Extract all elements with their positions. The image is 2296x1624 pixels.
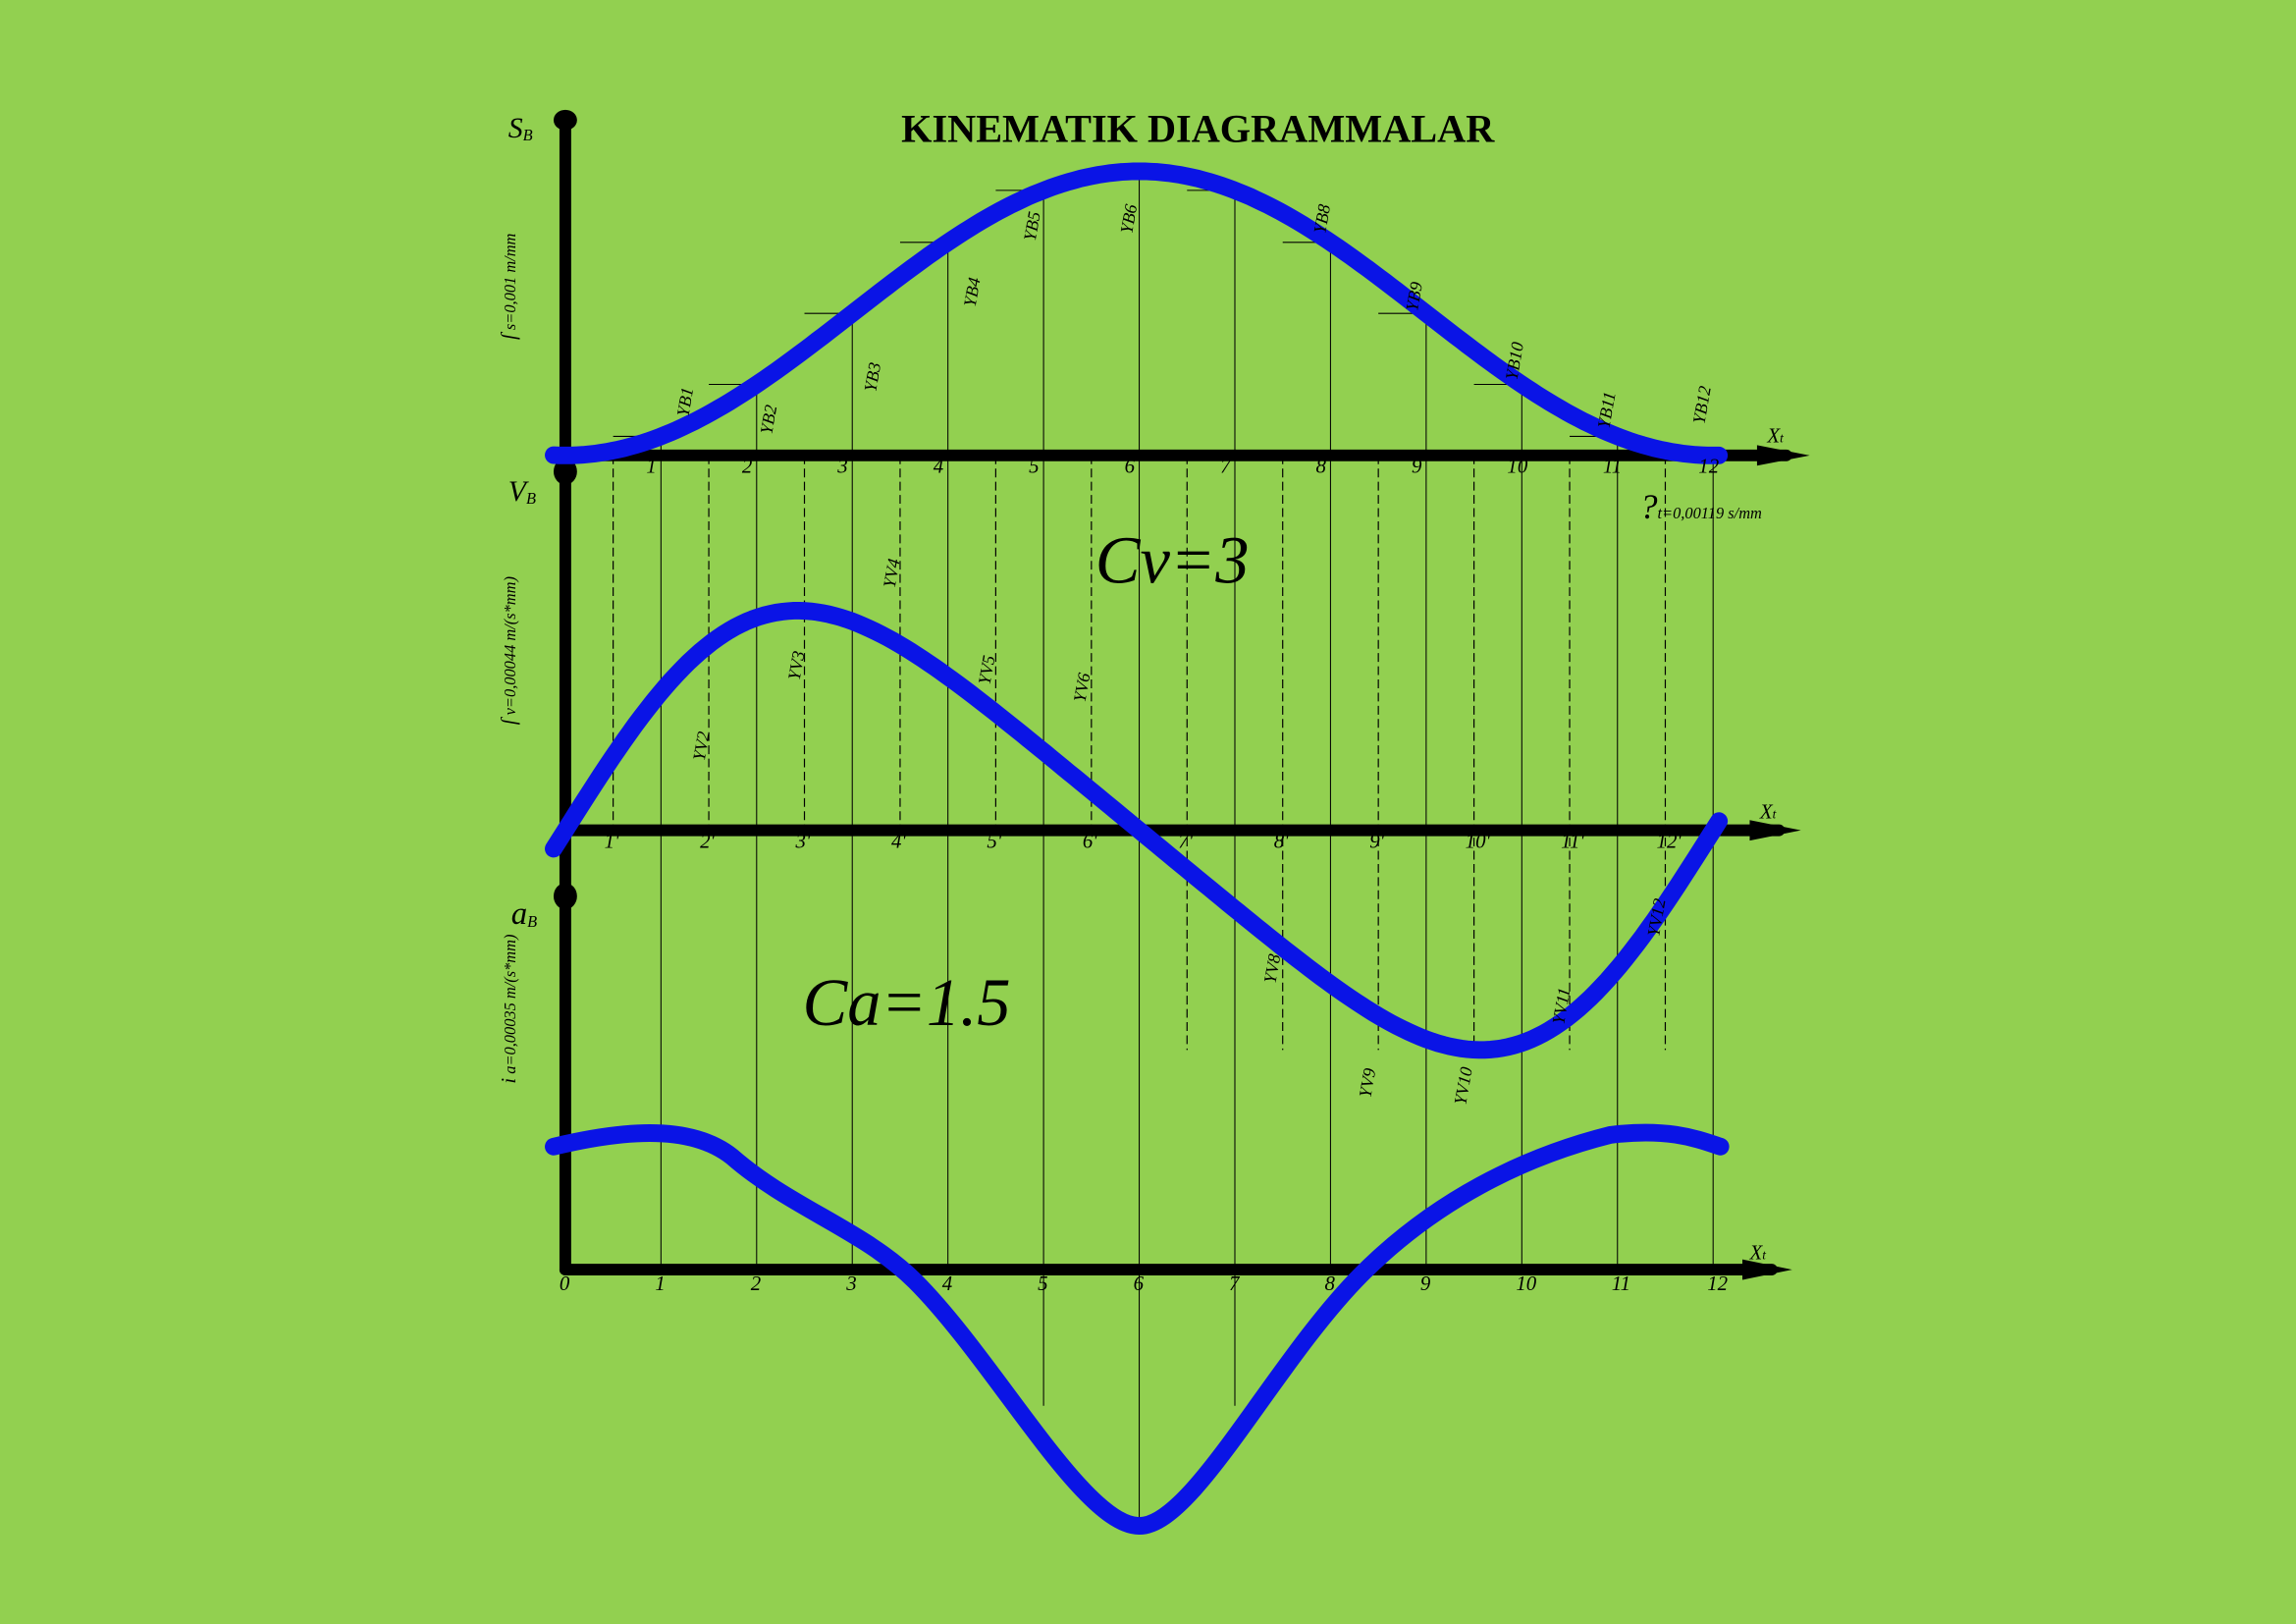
arrow	[1749, 820, 1801, 841]
symbol: X	[1759, 800, 1774, 824]
scale-mark: ?	[1640, 487, 1658, 526]
tick-label: 4	[942, 1272, 952, 1295]
axis-label: aB	[511, 896, 537, 932]
tick-label: 6'	[1083, 830, 1097, 853]
subscript: B	[526, 489, 536, 508]
time-label: Xt	[1748, 1241, 1766, 1265]
arrow	[1756, 445, 1810, 466]
tick-label: 0	[560, 1272, 570, 1295]
scale-mark: ſ	[497, 716, 520, 725]
tick-label: 3'	[795, 830, 811, 853]
symbol: X	[1766, 423, 1781, 447]
arrow	[553, 883, 577, 910]
tick-label: 10'	[1466, 830, 1491, 853]
tick-label: 7'	[1178, 830, 1193, 853]
tick-label: 6	[1125, 455, 1136, 478]
tick-label: 12	[1707, 1272, 1728, 1295]
tick-label: 11	[1612, 1272, 1630, 1295]
tick-label: 5	[1038, 1272, 1047, 1295]
axis-label: VB	[508, 475, 536, 508]
acceleration-curve	[545, 1123, 1730, 1536]
annotation: Cv=3	[1095, 523, 1250, 598]
tick-label: 1'	[605, 830, 619, 853]
tick-label: 4	[934, 455, 943, 478]
title: KINEMATIK DIAGRAMMALAR	[901, 107, 1495, 151]
tick-label: 9'	[1369, 830, 1384, 853]
tick-label: 5	[1029, 455, 1039, 478]
subscript: t	[1780, 430, 1784, 445]
scale-label: ſ v=0,00044 m/(s*mm)	[497, 576, 520, 725]
symbol: S	[508, 112, 523, 144]
time-scale: ?t=0,00119 s/mm	[1640, 487, 1762, 526]
axis-label: SB	[508, 112, 533, 144]
scale-label: ſ s=0,001 m/mm	[497, 233, 520, 340]
symbol: X	[1748, 1241, 1763, 1265]
tick-label: 7	[1220, 455, 1232, 478]
tick-label: 10	[1516, 1272, 1536, 1295]
velocity-curve	[545, 601, 1729, 1059]
tick-label: 11	[1603, 455, 1622, 478]
scale: v=0,00044 m/(s*mm)	[501, 576, 519, 715]
displacement-curve	[545, 162, 1729, 464]
tick-label: 6	[1134, 1272, 1145, 1295]
tick-label: 1	[655, 1272, 665, 1295]
subscript: t	[1773, 807, 1777, 822]
subscript: t	[1762, 1248, 1766, 1263]
tick-label: 7	[1229, 1272, 1241, 1295]
arrow	[1742, 1259, 1792, 1280]
tick-label: 4'	[891, 830, 906, 853]
arrow	[553, 109, 577, 131]
tick-label: 12'	[1657, 830, 1682, 853]
tick-label: 3	[845, 1272, 856, 1295]
symbol: V	[508, 475, 530, 508]
tick-label: 8'	[1274, 830, 1289, 853]
scale: t=0,00119 s/mm	[1658, 504, 1763, 522]
scale: s=0,001 m/mm	[501, 233, 519, 330]
tick-label: 3	[836, 455, 847, 478]
tick-label: 11'	[1561, 830, 1584, 853]
tick-label: 9	[1412, 455, 1422, 478]
time-label: Xt	[1759, 800, 1777, 824]
tick-label: 8	[1324, 1272, 1335, 1295]
scale: a=0,00035 m/(s*mm)	[501, 935, 519, 1074]
tick-label: 9	[1420, 1272, 1431, 1295]
subscript: B	[527, 912, 537, 931]
tick-label: 10	[1507, 455, 1527, 478]
symbol: a	[511, 896, 527, 932]
tick-label: 12	[1698, 455, 1719, 478]
subscript: B	[523, 126, 533, 144]
arrow	[553, 458, 577, 485]
annotation: Ca=1.5	[803, 965, 1011, 1040]
tick-label: 2	[742, 455, 752, 478]
scale-mark: ſ	[497, 331, 520, 340]
tick-label: 1	[646, 455, 656, 478]
scale-label: i a=0,00035 m/(s*mm)	[497, 935, 520, 1084]
tick-label: 8	[1316, 455, 1327, 478]
scale-mark: i	[497, 1078, 520, 1084]
time-label: Xt	[1766, 423, 1784, 447]
tick-label: 2'	[700, 830, 715, 853]
tick-label: 5'	[987, 830, 1001, 853]
tick-label: 2	[751, 1272, 761, 1295]
